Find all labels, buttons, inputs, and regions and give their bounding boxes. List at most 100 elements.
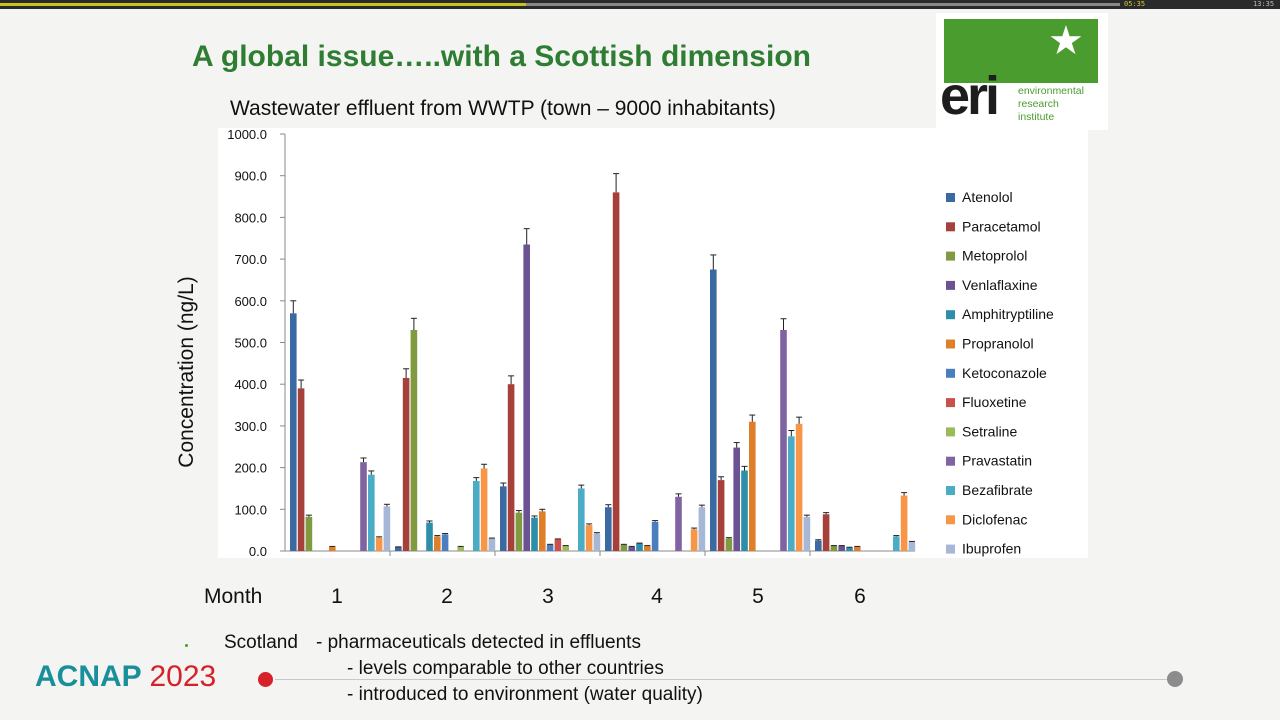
- bar: [578, 488, 585, 551]
- bullet-line-2: - levels comparable to other countries: [347, 658, 664, 679]
- bar: [305, 516, 313, 551]
- legend-swatch: [946, 251, 955, 261]
- logo-line-3: institute: [1018, 111, 1055, 123]
- y-tick-label: 500.0: [234, 336, 267, 351]
- legend-label: Paracetamol: [962, 218, 1041, 234]
- legend-swatch: [946, 515, 955, 525]
- bar: [515, 512, 523, 551]
- bar: [675, 496, 682, 551]
- bar: [434, 536, 441, 551]
- y-tick-label: 600.0: [234, 294, 267, 309]
- bar: [644, 545, 651, 551]
- footer-rule: [275, 679, 1175, 680]
- bar: [893, 536, 900, 551]
- legend-label: Ketoconazole: [962, 365, 1047, 381]
- legend-swatch: [946, 398, 955, 408]
- legend-label: Propranolol: [962, 336, 1034, 352]
- bar: [780, 329, 787, 551]
- bar: [628, 546, 635, 551]
- legend-swatch: [946, 193, 955, 202]
- bar: [749, 421, 756, 551]
- legend-label: Ibuprofen: [962, 541, 1021, 557]
- bar: [838, 545, 845, 551]
- bar: [788, 436, 795, 551]
- bar: [329, 546, 336, 551]
- bar: [733, 447, 740, 551]
- bar: [795, 423, 803, 551]
- y-tick-label: 100.0: [234, 502, 267, 517]
- logo-line-1: environmental: [1018, 85, 1084, 97]
- y-tick-label: 800.0: [234, 210, 267, 225]
- bar: [473, 480, 480, 551]
- bar: [612, 192, 620, 551]
- star-icon: ★: [1048, 19, 1084, 63]
- legend-label: Bezafibrate: [962, 482, 1033, 498]
- y-tick-label: 900.0: [234, 169, 267, 184]
- bullet-line-1: - pharmaceuticals detected in effluents: [316, 632, 641, 653]
- bar: [854, 546, 861, 551]
- bar: [717, 480, 725, 551]
- elapsed-time: 05:35: [1124, 0, 1146, 8]
- legend-swatch: [946, 339, 955, 349]
- footer-red-dot: [258, 672, 273, 687]
- legend-swatch: [946, 486, 955, 495]
- bullet-line-3: - introduced to environment (water quali…: [347, 684, 703, 705]
- bar: [297, 388, 305, 551]
- bar: [803, 516, 811, 551]
- bar: [593, 533, 601, 551]
- bar: [620, 544, 628, 551]
- legend-label: Setraline: [962, 423, 1017, 439]
- x-tick-label: 6: [854, 585, 866, 608]
- bar: [710, 269, 717, 551]
- bar: [360, 462, 367, 551]
- bullet-lead: Scotland: [224, 632, 298, 653]
- y-tick-label: 0.0: [249, 544, 267, 559]
- bar: [480, 468, 488, 551]
- video-progress-bar[interactable]: 05:35 13:35: [0, 0, 1280, 9]
- y-tick-label: 400.0: [234, 377, 267, 392]
- conference-year: 2023: [149, 660, 217, 693]
- logo-green-block: [944, 19, 1098, 83]
- bar: [488, 538, 496, 551]
- bar: [539, 511, 546, 551]
- bar: [900, 495, 908, 551]
- legend-swatch: [946, 222, 955, 232]
- bar: [426, 522, 433, 551]
- eri-logo: ★ eri environmental research institute: [936, 13, 1108, 130]
- legend-swatch: [946, 368, 955, 378]
- bar: [500, 486, 507, 551]
- bar: [383, 506, 391, 551]
- bar: [507, 384, 515, 551]
- progress-played: [0, 3, 527, 6]
- bar: [908, 541, 916, 551]
- legend-swatch: [946, 310, 955, 320]
- legend-label: Pravastatin: [962, 453, 1032, 469]
- chart-title: Wastewater effluent from WWTP (town – 90…: [230, 97, 776, 120]
- bar: [690, 529, 698, 551]
- bar: [605, 507, 612, 551]
- legend-swatch: [946, 544, 955, 554]
- logo-mark: eri: [940, 66, 1000, 126]
- legend-label: Atenolol: [962, 189, 1013, 205]
- bullet-dot: [185, 644, 188, 647]
- bar: [546, 544, 554, 551]
- bar: [585, 525, 593, 551]
- y-tick-label: 1000.0: [227, 127, 267, 142]
- conference-logo: ACNAP 2023: [35, 660, 216, 694]
- y-tick-label: 300.0: [234, 419, 267, 434]
- legend-label: Metoprolol: [962, 248, 1027, 264]
- bar: [368, 474, 375, 551]
- legend-swatch: [946, 456, 955, 466]
- y-axis-label: Concentration (ng/L): [175, 276, 198, 467]
- bar: [523, 244, 530, 551]
- bar: [375, 537, 383, 551]
- progress-remaining: [526, 3, 1120, 6]
- bar: [741, 470, 748, 551]
- bar: [531, 517, 538, 551]
- logo-line-2: research: [1018, 98, 1059, 110]
- legend-label: Amphitryptiline: [962, 306, 1054, 322]
- bar: [830, 545, 838, 551]
- slide-title: A global issue…..with a Scottish dimensi…: [192, 40, 811, 73]
- x-tick-label: 4: [651, 585, 663, 608]
